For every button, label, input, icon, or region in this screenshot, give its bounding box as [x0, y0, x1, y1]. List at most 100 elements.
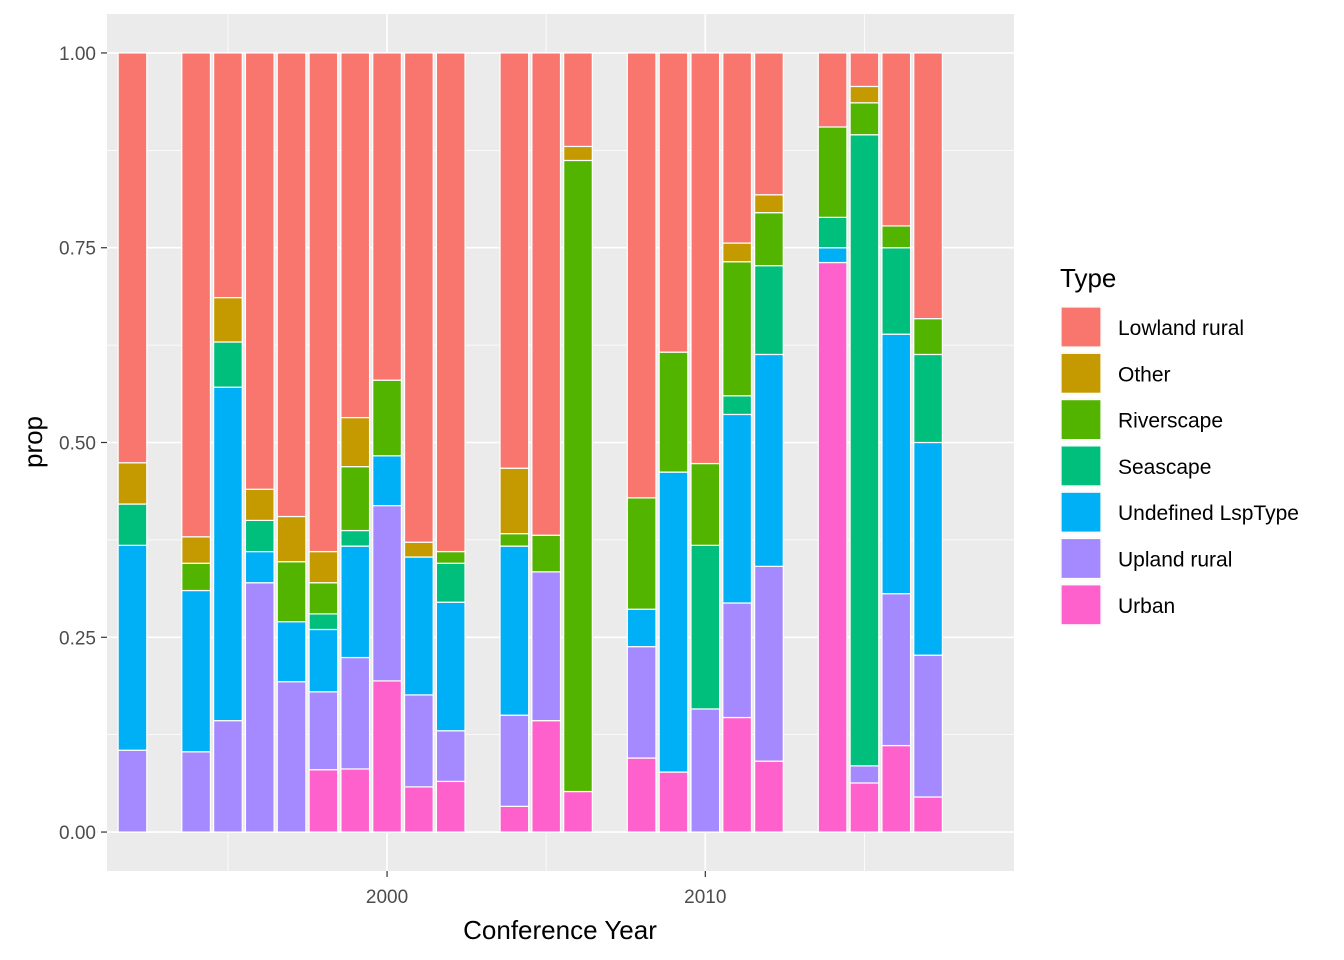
bar-segment-seascape — [213, 341, 243, 388]
bar-segment-lowland-rural — [531, 52, 562, 536]
y-axis-title: prop — [18, 416, 48, 468]
y-tick-label: 0.75 — [59, 239, 96, 260]
bar-segment-undefined-lsptype — [308, 628, 339, 693]
bar-segment-other — [244, 488, 275, 522]
bar-segment-riverscape — [181, 562, 212, 592]
bar-segment-undefined-lsptype — [881, 333, 912, 595]
bar-segment-lowland-rural — [181, 52, 212, 538]
bar-segment-urban — [308, 769, 339, 833]
bar-segment-lowland-rural — [563, 52, 593, 148]
bar-segment-seascape — [881, 247, 912, 335]
bar-segment-riverscape — [499, 533, 530, 547]
bar-segment-lowland-rural — [372, 52, 402, 381]
bar-segment-other — [308, 550, 339, 584]
bar-segment-urban — [817, 261, 848, 833]
bar-stack-2014 — [817, 52, 848, 833]
bar-segment-undefined-lsptype — [817, 247, 848, 264]
bar-segment-riverscape — [817, 126, 848, 218]
bar-stack-2011 — [722, 52, 753, 833]
bar-segment-undefined-lsptype — [181, 589, 212, 753]
bar-segment-lowland-rural — [754, 52, 784, 196]
bar-stack-2000 — [372, 52, 402, 833]
bar-segment-upland-rural — [881, 593, 912, 747]
bar-segment-lowland-rural — [276, 52, 307, 518]
bar-segment-riverscape — [340, 466, 371, 532]
bar-segment-urban — [881, 744, 912, 833]
bar-segment-upland-rural — [181, 751, 212, 833]
bars — [117, 52, 943, 833]
bar-segment-upland-rural — [276, 681, 307, 833]
bar-segment-other — [276, 515, 307, 563]
x-axis-title: Conference Year — [463, 915, 657, 945]
legend-item-riverscape: Riverscape — [1060, 398, 1223, 441]
bar-segment-seascape — [754, 265, 784, 356]
bar-segment-seascape — [690, 544, 721, 710]
bar-segment-riverscape — [563, 159, 593, 793]
bar-segment-undefined-lsptype — [403, 556, 434, 696]
bar-segment-upland-rural — [244, 582, 275, 833]
legend-item-upland-rural: Upland rural — [1060, 537, 1232, 580]
bar-stack-2015 — [849, 52, 880, 833]
bar-segment-urban — [372, 680, 402, 833]
legend-title: Type — [1060, 263, 1116, 293]
bar-segment-lowland-rural — [308, 52, 339, 553]
bar-segment-urban — [626, 757, 657, 833]
bar-segment-undefined-lsptype — [722, 413, 753, 604]
legend-item-undefined-lsptype: Undefined LspType — [1060, 491, 1299, 534]
bar-stack-1999 — [340, 52, 371, 833]
bar-segment-other — [340, 416, 371, 468]
bar-segment-undefined-lsptype — [913, 441, 943, 656]
bar-segment-undefined-lsptype — [117, 544, 148, 751]
bar-segment-riverscape — [658, 351, 689, 473]
bar-segment-urban — [340, 768, 371, 833]
bar-segment-urban — [849, 782, 880, 833]
bar-segment-seascape — [435, 562, 466, 603]
bar-segment-undefined-lsptype — [372, 455, 402, 507]
y-tick-label: 0.25 — [59, 628, 96, 649]
legend-swatch — [1060, 537, 1102, 580]
bar-segment-lowland-rural — [403, 52, 434, 543]
bar-segment-seascape — [308, 613, 339, 631]
legend-swatch — [1060, 352, 1102, 394]
bar-segment-urban — [435, 780, 466, 833]
x-axis: 2000 2010 — [366, 871, 726, 908]
bar-segment-lowland-rural — [499, 52, 530, 469]
bar-segment-undefined-lsptype — [340, 545, 371, 659]
bar-segment-upland-rural — [531, 571, 562, 722]
bar-segment-upland-rural — [626, 646, 657, 759]
bar-segment-riverscape — [626, 497, 657, 610]
bar-stack-2004 — [499, 52, 530, 833]
bar-segment-upland-rural — [340, 656, 371, 770]
bar-segment-seascape — [340, 529, 371, 547]
bar-segment-seascape — [722, 395, 753, 416]
bar-stack-1995 — [213, 52, 243, 833]
bar-segment-lowland-rural — [340, 52, 371, 419]
bar-stack-2010 — [690, 52, 721, 833]
bar-segment-lowland-rural — [817, 52, 848, 128]
legend-swatch — [1060, 399, 1102, 441]
bar-segment-other — [403, 541, 434, 558]
bar-segment-urban — [913, 796, 943, 833]
legend-swatch — [1060, 491, 1102, 533]
bar-segment-upland-rural — [690, 708, 721, 833]
bar-segment-other — [754, 194, 784, 214]
bar-segment-other — [849, 85, 880, 104]
bar-segment-riverscape — [849, 102, 880, 136]
legend-item-seascape: Seascape — [1060, 444, 1211, 487]
bar-segment-upland-rural — [435, 730, 466, 783]
bar-segment-urban — [403, 786, 434, 833]
bar-segment-riverscape — [754, 212, 784, 267]
bar-segment-upland-rural — [403, 694, 434, 788]
legend-label: Other — [1118, 363, 1171, 386]
bar-segment-urban — [499, 805, 530, 833]
bar-segment-upland-rural — [722, 602, 753, 719]
bar-segment-urban — [658, 771, 689, 833]
legend-label: Lowland rural — [1118, 317, 1244, 340]
bar-stack-2006 — [563, 52, 593, 833]
legend-item-lowland-rural: Lowland rural — [1060, 306, 1244, 348]
bar-segment-undefined-lsptype — [244, 550, 275, 584]
legend-swatch — [1060, 584, 1102, 626]
bar-segment-riverscape — [913, 318, 943, 356]
bar-stack-2002 — [435, 52, 466, 833]
